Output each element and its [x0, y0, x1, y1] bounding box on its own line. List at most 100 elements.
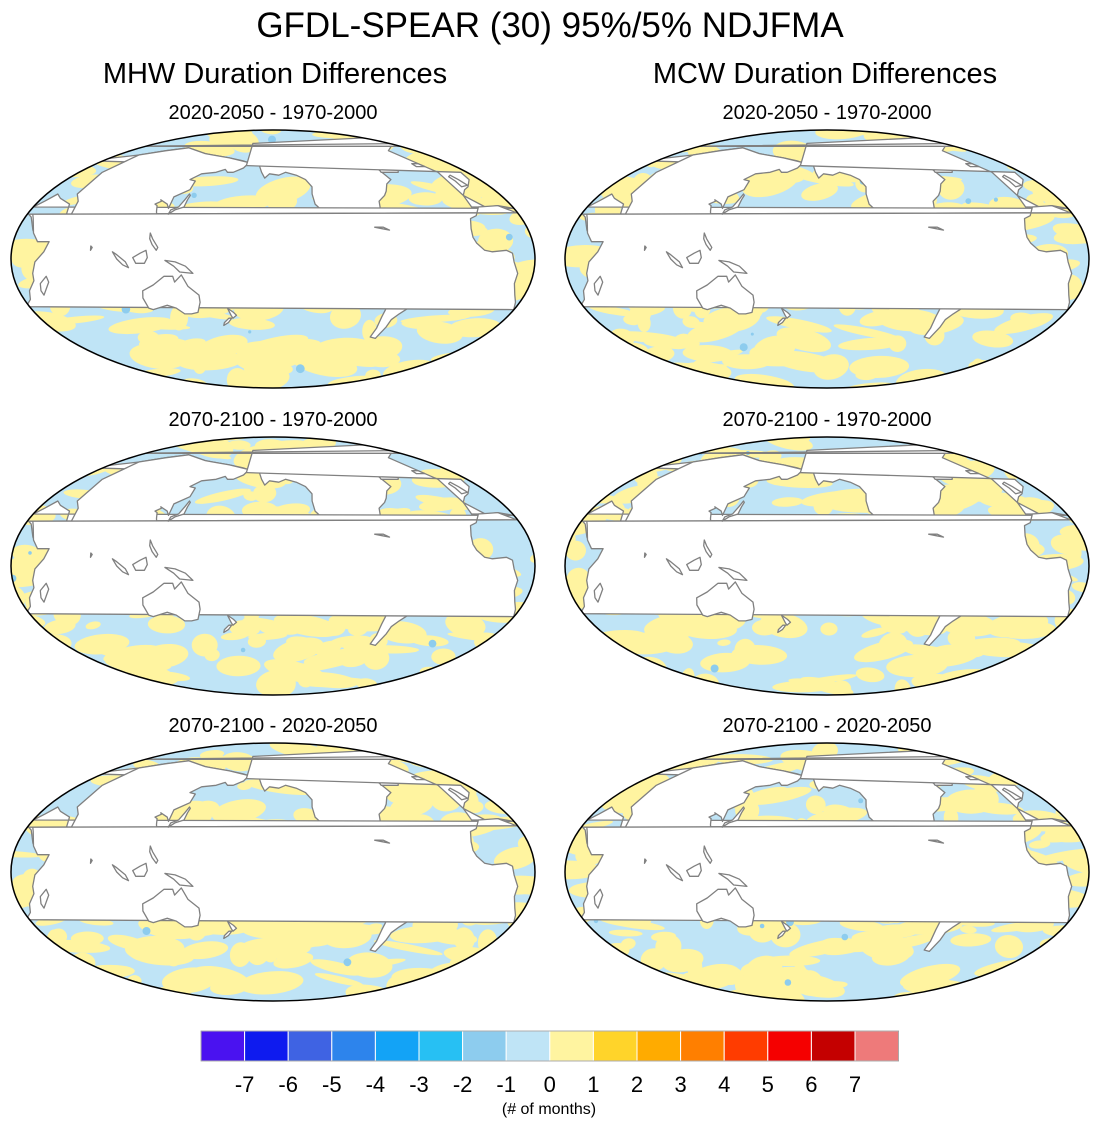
panel-subtitle: 2070-2100 - 2020-2050	[168, 715, 378, 737]
landmass-philippines	[703, 539, 713, 558]
landmass-japan	[167, 806, 191, 828]
landmass-iceland	[411, 776, 426, 781]
panel-subtitle: 2070-2100 - 1970-2000	[168, 409, 378, 431]
landmass-uk	[447, 787, 469, 801]
landmass-australia	[696, 887, 755, 928]
colorbar: -7 -6 -5 -4 -3 -2 -1 0 1 2 3 4 5 6 7 (# of months)	[200, 1030, 900, 1118]
landmass-nz2	[777, 317, 787, 327]
map-panel-mcw-3: 2070-2100 - 2020-2050	[562, 713, 1092, 1003]
colorbar-tick-label: 1	[587, 1072, 599, 1097]
landmass-borneo	[132, 862, 148, 877]
colorbar-box	[767, 1030, 812, 1062]
robinson-map	[564, 129, 1090, 389]
landmass-japan	[167, 193, 191, 215]
colorbar-box	[592, 1030, 638, 1062]
landmass-cuba	[374, 839, 391, 844]
landmass-cuba	[928, 839, 945, 844]
landmass-australia	[142, 581, 201, 622]
landmass-nz1	[780, 614, 792, 626]
figure-title: GFDL-SPEAR (30) 95%/5% NDJFMA	[256, 6, 844, 45]
colorbar-tick-label: -7	[235, 1072, 255, 1097]
landmass-iceland	[411, 470, 426, 475]
landmass-sumatra	[111, 864, 130, 882]
landmass-cuba	[928, 226, 945, 231]
landmass-africa	[579, 817, 1073, 924]
panel-subtitle: 2020-2050 - 1970-2000	[722, 102, 932, 124]
map-border	[564, 129, 1090, 389]
landmass-sumatra	[111, 251, 130, 269]
landmass-philippines	[149, 845, 159, 864]
landmass-iceland	[965, 470, 980, 475]
landmass-australia	[142, 887, 201, 928]
colorbar-tick-label: -1	[496, 1072, 516, 1097]
landmass-cuba	[374, 533, 391, 538]
landmass-sriLanka	[643, 858, 647, 864]
panel-subtitle: 2070-2100 - 1970-2000	[722, 409, 932, 431]
landmass-cuba	[374, 226, 391, 231]
landmass-nz1	[226, 307, 238, 319]
landmass-sumatra	[665, 251, 684, 269]
column-title-mhw: MHW Duration Differences	[102, 58, 448, 90]
landmass-japan	[721, 193, 745, 215]
landmass-africa	[25, 204, 519, 311]
robinson-map	[10, 129, 536, 389]
landmass-nz2	[777, 624, 787, 634]
landmass-borneo	[686, 556, 702, 571]
panel-subtitle: 2020-2050 - 1970-2000	[168, 102, 378, 124]
map-border	[564, 742, 1090, 1002]
colorbar-label: (# of months)	[502, 1101, 596, 1118]
landmass-nz2	[223, 317, 233, 327]
colorbar-tick-label: -5	[322, 1072, 342, 1097]
robinson-map	[10, 742, 536, 1002]
landmass-australia	[142, 274, 201, 315]
landmass-australia	[696, 581, 755, 622]
robinson-map	[10, 436, 536, 696]
colorbar-tick-label: 6	[805, 1072, 817, 1097]
landmass-nz2	[777, 930, 787, 940]
colorbar-box	[854, 1030, 900, 1062]
map-border	[10, 742, 536, 1002]
landmass-africa	[25, 817, 519, 924]
landmass-iceland	[965, 776, 980, 781]
landmass-sriLanka	[89, 552, 93, 558]
landmass-sriLanka	[643, 245, 647, 251]
landmass-sriLanka	[89, 858, 93, 864]
landmass-philippines	[149, 539, 159, 558]
colorbar-box	[244, 1030, 289, 1062]
map-panel-mcw-1: 2020-2050 - 1970-2000	[562, 100, 1092, 390]
landmass-australia	[696, 274, 755, 315]
landmass-madagascar	[593, 888, 604, 909]
landmass-madagascar	[39, 275, 50, 296]
colorbar-tick-label: -4	[366, 1072, 386, 1097]
colorbar-tick-label: 5	[762, 1072, 774, 1097]
landmass-sumatra	[665, 864, 684, 882]
colorbar-box	[200, 1030, 246, 1062]
colorbar-tick-label: 3	[674, 1072, 686, 1097]
landmass-nz1	[780, 920, 792, 932]
landmass-philippines	[703, 845, 713, 864]
robinson-map	[564, 742, 1090, 1002]
landmass-borneo	[132, 249, 148, 264]
landmass-sumatra	[111, 558, 130, 576]
landmass-madagascar	[39, 582, 50, 603]
colorbar-box	[549, 1030, 594, 1062]
colorbar-tick-label: -2	[453, 1072, 473, 1097]
colorbar-tick-label: -3	[409, 1072, 429, 1097]
colorbar-box	[680, 1030, 725, 1062]
landmass-nz1	[226, 614, 238, 626]
landmass-nz2	[223, 624, 233, 634]
map-border	[10, 436, 536, 696]
landmass-nz1	[780, 307, 792, 319]
landmass-africa	[579, 511, 1073, 618]
landmass-japan	[721, 806, 745, 828]
landmass-japan	[721, 500, 745, 522]
colorbar-tick-label: 4	[718, 1072, 730, 1097]
colorbar-box	[505, 1030, 551, 1062]
landmass-uk	[1001, 174, 1023, 188]
landmass-africa	[25, 511, 519, 618]
landmass-newguinea	[164, 872, 194, 888]
landmass-madagascar	[593, 275, 604, 296]
landmass-iceland	[965, 163, 980, 168]
colorbar-box	[287, 1030, 333, 1062]
colorbar-box	[636, 1030, 682, 1062]
